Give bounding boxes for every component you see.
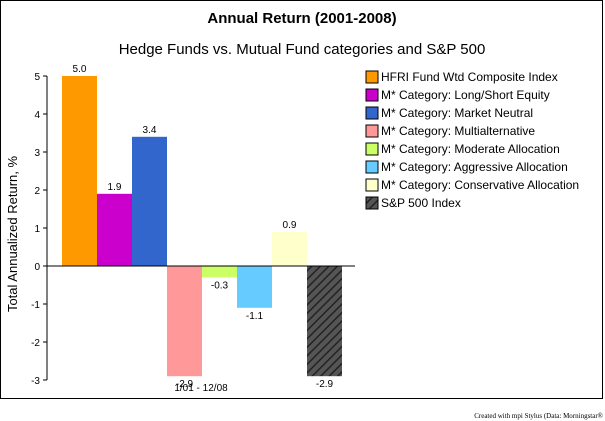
legend-swatch-6 [365, 178, 379, 192]
legend-swatch-2 [365, 106, 379, 120]
legend-swatch-7 [365, 196, 379, 210]
y-tick-label: 4 [34, 110, 40, 121]
bar-0 [62, 76, 97, 266]
data-label-7: -2.9 [316, 379, 334, 390]
bar-7 [307, 266, 342, 377]
y-tick-label: -1 [31, 300, 40, 311]
legend-label-0: HFRI Fund Wtd Composite Index [381, 70, 558, 84]
bar-2 [132, 136, 167, 266]
legend-label-3: M* Category: Multialternative [381, 124, 535, 138]
bar-1 [97, 193, 132, 266]
y-tick-label: 0 [34, 262, 40, 273]
data-label-4: -0.3 [211, 280, 229, 291]
y-tick-label: 2 [34, 186, 40, 197]
legend-swatch-4 [365, 142, 379, 156]
legend-swatch-5 [365, 160, 379, 174]
legend-swatch-0 [365, 70, 379, 84]
chart-title: Annual Return (2001-2008) [207, 10, 396, 27]
y-tick-label: 1 [34, 224, 40, 235]
bar-6 [272, 231, 307, 266]
legend-label-4: M* Category: Moderate Allocation [381, 142, 560, 156]
legend-label-2: M* Category: Market Neutral [381, 106, 533, 120]
chart-subtitle: Hedge Funds vs. Mutual Fund categories a… [119, 41, 486, 58]
bar-3 [167, 266, 202, 377]
credit-text: Created with mpi Stylus (Data: Morningst… [474, 412, 603, 420]
y-tick-label: -3 [31, 376, 40, 387]
legend-swatch-1 [365, 88, 379, 102]
data-label-2: 3.4 [143, 125, 157, 136]
data-label-1: 1.9 [108, 182, 122, 193]
legend-label-5: M* Category: Aggressive Allocation [381, 160, 568, 174]
legend-label-6: M* Category: Conservative Allocation [381, 178, 579, 192]
data-label-6: 0.9 [283, 220, 297, 231]
legend-label-1: M* Category: Long/Short Equity [381, 88, 550, 102]
legend: HFRI Fund Wtd Composite Index M* Category… [365, 70, 579, 210]
bars [62, 76, 342, 377]
y-axis-ticks: 5 4 3 2 1 0 -1 -2 -3 [31, 72, 47, 387]
legend-swatch-3 [365, 124, 379, 138]
bar-4 [202, 266, 237, 278]
data-label-0: 5.0 [73, 64, 87, 75]
y-tick-label: -2 [31, 338, 40, 349]
data-label-5: -1.1 [246, 311, 264, 322]
legend-label-7: S&P 500 Index [381, 196, 461, 210]
data-label-3: -2.9 [176, 379, 194, 390]
data-labels: 5.0 1.9 3.4 -2.9 -0.3 -1.1 0.9 -2.9 [73, 64, 334, 390]
y-tick-label: 3 [34, 148, 40, 159]
y-axis-label: Total Annualized Return, % [5, 156, 20, 313]
x-axis-label: 1/01 - 12/08 [174, 383, 228, 394]
chart-frame [0, 0, 603, 399]
bar-5 [237, 266, 272, 308]
y-tick-label: 5 [34, 72, 40, 83]
